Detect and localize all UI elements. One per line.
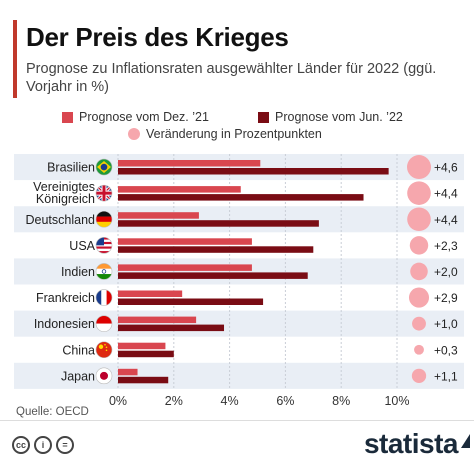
change-label: +0,3 (434, 343, 458, 357)
bar-jun (118, 324, 225, 332)
flag-germany-icon (95, 210, 113, 228)
change-label: +4,4 (434, 213, 458, 227)
bar-jun (118, 194, 364, 201)
bar-dec (118, 368, 138, 376)
bar-dec (118, 342, 166, 350)
x-tick-label: 8% (332, 394, 350, 408)
flag-uk-icon (95, 184, 113, 202)
change-label: +4,6 (434, 161, 458, 175)
legend-swatch-dec (62, 111, 73, 123)
cc-by-icon: i (34, 436, 52, 454)
row-stripe (14, 206, 464, 233)
category-label: Indonesien (34, 317, 95, 331)
row-stripe (14, 362, 464, 389)
legend-label-jun: Prognose vom Jun. ’22 (275, 110, 403, 124)
bar-dec (118, 160, 261, 167)
footer-divider (0, 420, 474, 421)
cc-license-icon: cc (12, 436, 30, 454)
category-label: USA (69, 239, 95, 253)
bar-dec (118, 212, 199, 219)
x-tick-label: 0% (109, 394, 127, 408)
flag-japan-icon (95, 367, 113, 385)
title-accent-bar (13, 20, 17, 98)
x-tick-label: 2% (165, 394, 183, 408)
flag-usa-icon (95, 237, 113, 254)
category-label: Deutschland (26, 213, 96, 227)
flag-india-icon (95, 263, 113, 280)
x-tick-label: 4% (221, 394, 239, 408)
x-tick-label: 10% (384, 394, 409, 408)
bar-dec (118, 290, 183, 297)
change-label: +1,1 (434, 369, 458, 383)
change-bubble (411, 368, 427, 383)
change-bubble (407, 207, 431, 232)
row-stripe (14, 310, 464, 337)
change-bubble (412, 316, 426, 331)
change-bubble (414, 344, 424, 355)
change-label: +2,0 (434, 265, 458, 279)
row-stripe (14, 258, 464, 285)
change-bubble (410, 262, 428, 281)
row-stripe (14, 154, 464, 181)
chart-plot: 0% 2% 4% 6% 8% 10% Brasilien +4,6 VereinigtesKön… (14, 154, 464, 408)
bar-jun (118, 220, 319, 227)
change-bubble (408, 287, 430, 308)
legend-label-change: Veränderung in Prozentpunkten (146, 127, 322, 141)
statista-logo-mark (461, 434, 470, 448)
bar-dec (118, 238, 252, 245)
category-label: Frankreich (36, 291, 95, 305)
legend-item-jun: Prognose vom Jun. ’22 (258, 110, 403, 124)
x-tick-label: 6% (276, 394, 294, 408)
change-bubble (407, 181, 431, 205)
category-label: Königreich (36, 192, 95, 206)
legend-item-dec: Prognose vom Dez. ’21 (62, 110, 209, 124)
bar-jun (118, 272, 308, 279)
flag-brazil-icon (95, 158, 113, 176)
flag-china-icon (95, 341, 113, 359)
legend-label-dec: Prognose vom Dez. ’21 (79, 110, 209, 124)
change-label: +4,4 (434, 187, 458, 201)
change-label: +2,9 (434, 291, 458, 305)
bar-dec (118, 316, 197, 324)
source-note: Quelle: OECD (16, 406, 89, 418)
change-label: +1,0 (434, 317, 458, 331)
bar-jun (118, 246, 314, 253)
flag-indonesia-icon (95, 315, 113, 332)
category-label: Brasilien (47, 161, 95, 175)
legend-item-change: Veränderung in Prozentpunkten (128, 127, 322, 141)
category-label: Japan (61, 369, 95, 383)
legend-swatch-change (128, 128, 140, 140)
flag-france-icon (95, 289, 113, 306)
chart-subtitle: Prognose zu Inflationsraten ausgewählter… (26, 61, 437, 95)
bar-jun (118, 298, 264, 305)
bar-dec (118, 186, 241, 193)
statista-logo: statista (363, 428, 459, 459)
change-label: +2,3 (434, 239, 458, 253)
category-label: Vereinigtes (33, 180, 95, 194)
bar-jun (118, 168, 389, 175)
legend-swatch-jun (258, 111, 269, 123)
bar-jun (118, 350, 174, 358)
change-bubble (409, 236, 429, 255)
cc-nd-icon: = (56, 436, 74, 454)
category-label: China (62, 343, 95, 357)
bar-jun (118, 376, 169, 384)
chart-title: Der Preis des Krieges (26, 22, 289, 52)
category-label: Indien (61, 265, 95, 279)
bar-dec (118, 264, 252, 271)
change-bubble (407, 155, 431, 180)
